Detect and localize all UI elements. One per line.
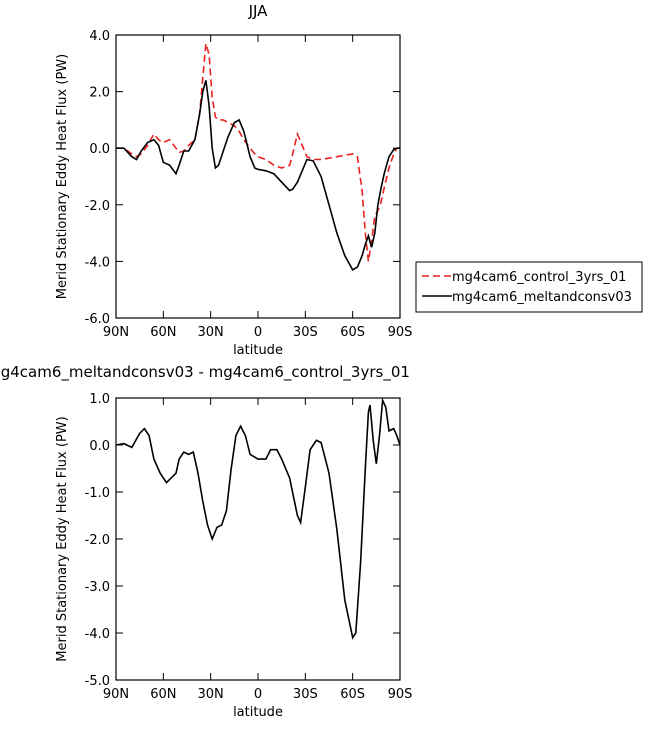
x-tick-label: 60S — [340, 325, 365, 340]
x-axis-label: latitude — [233, 705, 283, 720]
y-tick-label: -2.0 — [85, 199, 110, 214]
x-tick-label: 0 — [254, 687, 262, 702]
x-tick-label: 90N — [103, 687, 129, 702]
y-tick-label: -2.0 — [85, 533, 110, 548]
y-tick-label: 4.0 — [89, 29, 110, 44]
y-axis-label: Merid Stationary Eddy Heat Flux (PW) — [55, 416, 70, 661]
x-tick-label: 90N — [103, 325, 129, 340]
y-axis-label: Merid Stationary Eddy Heat Flux (PW) — [55, 54, 70, 299]
x-tick-label: 30S — [293, 687, 318, 702]
x-tick-label: 30S — [293, 325, 318, 340]
x-tick-label: 30N — [198, 325, 224, 340]
series-line — [116, 80, 400, 272]
legend-label: mg4cam6_control_3yrs_01 — [452, 270, 626, 285]
x-tick-label: 90S — [388, 325, 413, 340]
x-tick-label: 60N — [150, 325, 176, 340]
chart-title: mg4cam6_meltandconsv03 - mg4cam6_control… — [0, 363, 410, 382]
series-line — [116, 43, 400, 262]
plot-frame — [115, 34, 401, 319]
y-tick-label: -4.0 — [85, 627, 110, 642]
y-tick-label: -4.0 — [85, 255, 110, 270]
y-tick-label: -5.0 — [85, 674, 110, 689]
y-tick-label: 0.0 — [89, 439, 110, 454]
x-tick-label: 0 — [254, 325, 262, 340]
x-tick-label: 60S — [340, 687, 365, 702]
legend-label: mg4cam6_meltandconsv03 — [452, 290, 632, 305]
series-line — [115, 397, 401, 640]
y-tick-label: 0.0 — [89, 142, 110, 157]
chart-title: JJA — [248, 2, 269, 20]
x-tick-label: 30N — [198, 687, 224, 702]
y-tick-label: -3.0 — [85, 580, 110, 595]
y-tick-label: 2.0 — [89, 86, 110, 101]
y-tick-label: -1.0 — [85, 486, 110, 501]
x-axis-label: latitude — [233, 343, 283, 358]
x-tick-label: 60N — [150, 687, 176, 702]
legend-box — [415, 261, 643, 313]
plot-frame — [115, 397, 401, 681]
y-tick-label: -6.0 — [85, 312, 110, 327]
x-tick-label: 90S — [388, 687, 413, 702]
y-tick-label: 1.0 — [89, 392, 110, 407]
